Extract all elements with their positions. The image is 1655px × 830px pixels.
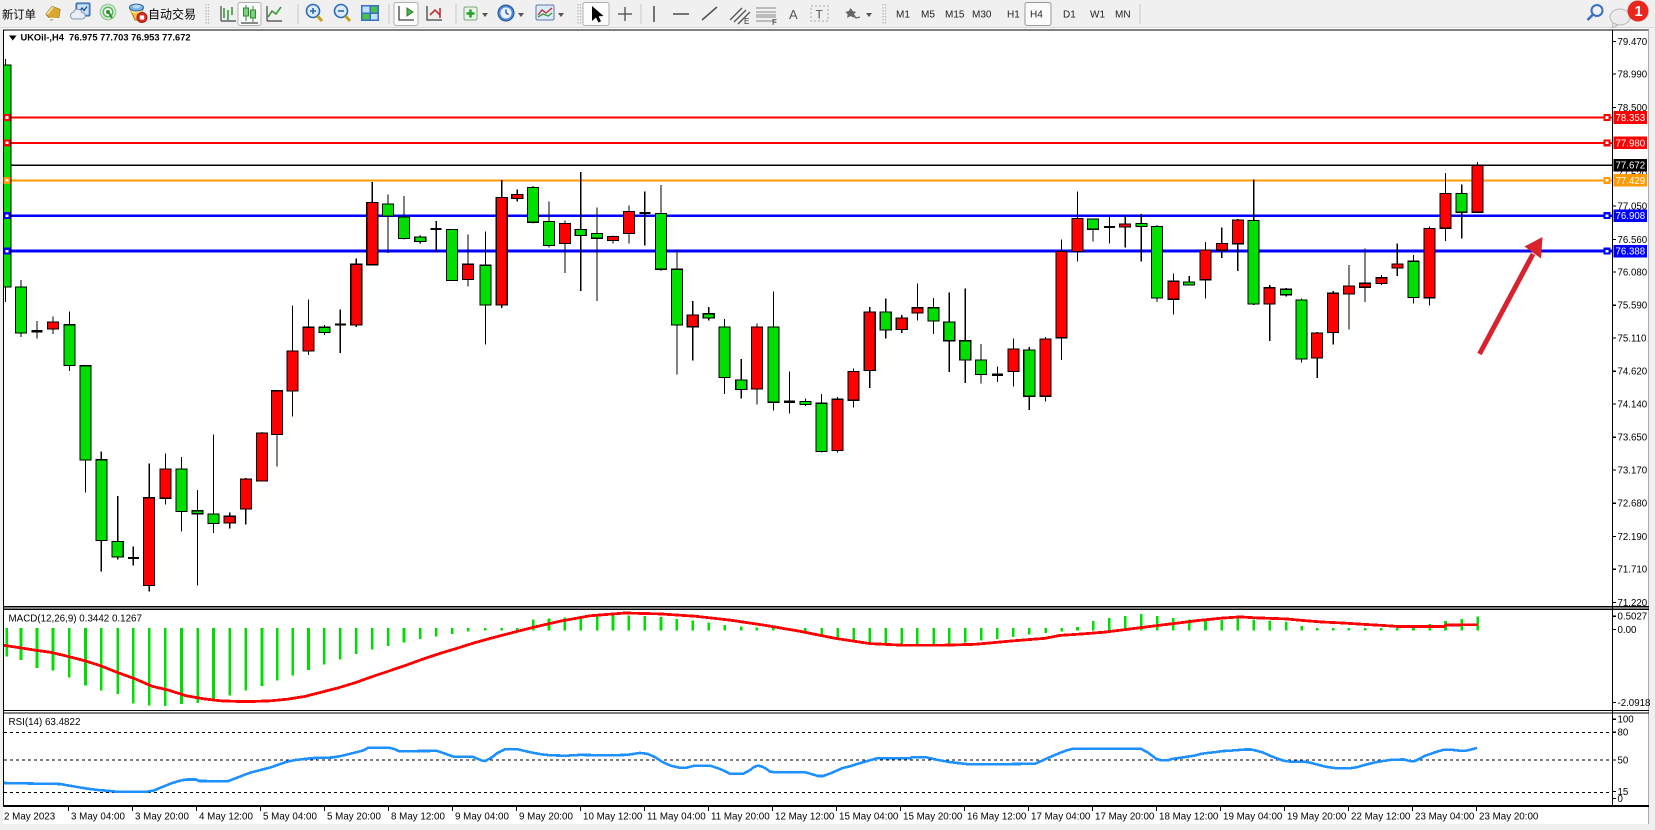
svg-text:74.620: 74.620 <box>1618 367 1648 378</box>
svg-text:11 May 04:00: 11 May 04:00 <box>647 812 706 823</box>
svg-text:17 May 20:00: 17 May 20:00 <box>1095 812 1155 823</box>
svg-text:79.470: 79.470 <box>1618 37 1648 48</box>
svg-text:78.990: 78.990 <box>1618 70 1648 81</box>
svg-text:72.190: 72.190 <box>1618 532 1648 543</box>
svg-text:0.00: 0.00 <box>1618 625 1637 636</box>
svg-text:H1: H1 <box>1007 10 1020 21</box>
svg-text:78.500: 78.500 <box>1618 103 1648 114</box>
svg-text:16 May 12:00: 16 May 12:00 <box>967 812 1027 823</box>
svg-text:75.110: 75.110 <box>1618 333 1648 344</box>
svg-text:76.560: 76.560 <box>1618 235 1648 246</box>
svg-text:23 May 04:00: 23 May 04:00 <box>1415 812 1475 823</box>
svg-text:17 May 04:00: 17 May 04:00 <box>1031 812 1091 823</box>
svg-text:15: 15 <box>1618 787 1629 798</box>
svg-text:3 May 20:00: 3 May 20:00 <box>135 812 189 823</box>
svg-text:72.680: 72.680 <box>1618 499 1648 510</box>
svg-text:75.590: 75.590 <box>1618 301 1648 312</box>
svg-text:100: 100 <box>1618 715 1635 726</box>
svg-text:-2.0918: -2.0918 <box>1618 698 1651 709</box>
svg-text:1: 1 <box>1635 4 1643 20</box>
svg-text:76.080: 76.080 <box>1618 267 1648 278</box>
svg-text:0: 0 <box>1618 794 1624 805</box>
svg-text:71.710: 71.710 <box>1618 565 1648 576</box>
svg-text:5 May 04:00: 5 May 04:00 <box>263 812 317 823</box>
svg-text:12 May 12:00: 12 May 12:00 <box>775 812 835 823</box>
svg-text:77.672: 77.672 <box>1616 161 1646 172</box>
svg-text:19 May 20:00: 19 May 20:00 <box>1287 812 1347 823</box>
svg-text:A: A <box>789 7 798 22</box>
svg-text:M5: M5 <box>921 10 935 21</box>
svg-text:10 May 12:00: 10 May 12:00 <box>583 812 643 823</box>
svg-text:23 May 20:00: 23 May 20:00 <box>1479 812 1539 823</box>
svg-text:11 May 20:00: 11 May 20:00 <box>711 812 770 823</box>
svg-text:3 May 04:00: 3 May 04:00 <box>71 812 125 823</box>
svg-text:15 May 20:00: 15 May 20:00 <box>903 812 963 823</box>
svg-text:MACD(12,26,9) 0.3442 0.1267: MACD(12,26,9) 0.3442 0.1267 <box>9 613 142 624</box>
svg-text:D1: D1 <box>1063 10 1076 21</box>
svg-text:19 May 04:00: 19 May 04:00 <box>1223 812 1283 823</box>
svg-text:MN: MN <box>1115 10 1131 21</box>
svg-text:22 May 12:00: 22 May 12:00 <box>1351 812 1411 823</box>
svg-text:76.388: 76.388 <box>1616 247 1646 258</box>
svg-text:18 May 12:00: 18 May 12:00 <box>1159 812 1219 823</box>
svg-text:77.980: 77.980 <box>1616 138 1646 149</box>
svg-text:50: 50 <box>1618 755 1629 766</box>
svg-text:73.170: 73.170 <box>1618 465 1648 476</box>
svg-text:9 May 04:00: 9 May 04:00 <box>455 812 509 823</box>
svg-text:77.050: 77.050 <box>1618 202 1648 213</box>
svg-text:2 May 2023: 2 May 2023 <box>4 812 56 823</box>
svg-text:E: E <box>744 17 749 26</box>
svg-text:80: 80 <box>1618 728 1629 739</box>
svg-text:RSI(14) 63.4822: RSI(14) 63.4822 <box>9 717 81 728</box>
svg-text:新订单: 新订单 <box>2 8 36 22</box>
svg-text:5 May 20:00: 5 May 20:00 <box>327 812 381 823</box>
svg-text:M15: M15 <box>945 10 965 21</box>
svg-text:H4: H4 <box>1030 10 1043 21</box>
svg-text:15 May 04:00: 15 May 04:00 <box>839 812 899 823</box>
svg-text:自动交易: 自动交易 <box>148 7 196 22</box>
svg-text:UKOil-,H4 76.975 77.703 76.95: UKOil-,H4 76.975 77.703 76.953 77.672 <box>21 33 191 43</box>
svg-text:9 May 20:00: 9 May 20:00 <box>519 812 573 823</box>
svg-text:M1: M1 <box>896 10 910 21</box>
svg-text:W1: W1 <box>1090 10 1105 21</box>
svg-text:T: T <box>816 8 824 22</box>
svg-text:78.353: 78.353 <box>1616 113 1646 124</box>
svg-text:4 May 12:00: 4 May 12:00 <box>199 812 253 823</box>
svg-text:76.908: 76.908 <box>1616 211 1646 222</box>
svg-text:71.220: 71.220 <box>1618 598 1648 609</box>
svg-text:0.5027: 0.5027 <box>1618 612 1648 623</box>
svg-text:77.429: 77.429 <box>1616 176 1646 187</box>
svg-text:8 May 12:00: 8 May 12:00 <box>391 812 445 823</box>
svg-text:F: F <box>772 18 777 27</box>
svg-text:74.140: 74.140 <box>1618 399 1648 410</box>
svg-text:M30: M30 <box>972 10 992 21</box>
svg-text:73.650: 73.650 <box>1618 433 1648 444</box>
